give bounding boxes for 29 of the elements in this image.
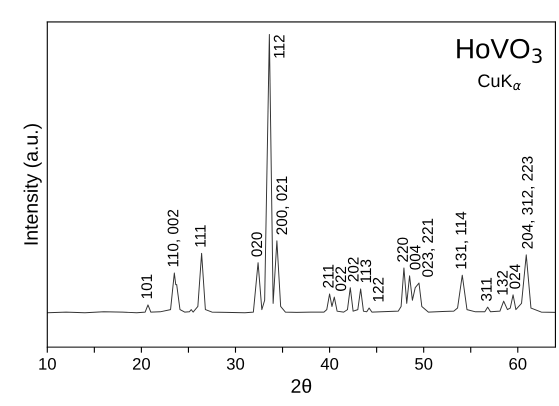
- annotation: 110, 002: [168, 210, 180, 266]
- annotation: 111: [195, 225, 206, 247]
- y-axis-title: Intensity (a.u.): [24, 124, 42, 244]
- x-tick-label: 50: [415, 358, 432, 370]
- annotation: 113: [360, 260, 372, 282]
- x-tick-label: 20: [132, 358, 150, 370]
- annotation: 220: [397, 238, 408, 262]
- annotation: 204, 312, 223: [522, 156, 535, 249]
- annotation: 132: [496, 270, 508, 294]
- x-tick-label: 40: [320, 358, 338, 370]
- x-axis-title: 2θ: [292, 378, 312, 393]
- x-tick-label: 30: [226, 358, 244, 370]
- annotation: 023, 221: [422, 218, 435, 277]
- annotation: 311: [480, 278, 492, 301]
- annotation: HoVO$_{3}$: [457, 38, 542, 64]
- annotation: 101: [141, 274, 152, 298]
- annotation: 022: [335, 266, 346, 291]
- annotation: 211: [322, 264, 334, 288]
- annotation: 200, 021: [276, 176, 289, 234]
- x-tick-label: 60: [509, 358, 526, 370]
- annotation: 202: [348, 257, 359, 282]
- annotation: CuK$_{α}$: [478, 74, 521, 90]
- annotation: 004: [410, 245, 421, 270]
- annotation: 020: [251, 232, 262, 257]
- annotation: 112: [274, 35, 284, 58]
- x-tick-label: 10: [39, 358, 56, 370]
- annotation: 122: [372, 278, 384, 302]
- annotation: 024: [509, 264, 520, 289]
- annotation: 131, 114: [456, 212, 468, 268]
